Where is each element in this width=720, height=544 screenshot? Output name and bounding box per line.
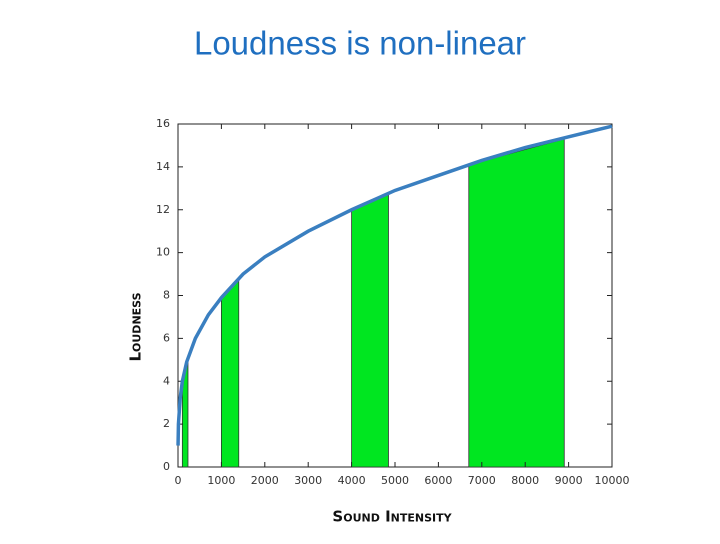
y-tick-label: 8 [163, 289, 170, 302]
x-axis-label: Sound Intensity [332, 508, 452, 526]
x-tick-label: 1000 [207, 474, 235, 487]
y-tick-label: 14 [156, 160, 170, 173]
x-tick-label: 6000 [424, 474, 452, 487]
y-tick-label: 4 [163, 374, 170, 387]
y-tick-label: 6 [163, 331, 170, 344]
shaded-area [220, 277, 240, 468]
x-tick-label: 3000 [294, 474, 322, 487]
x-tick-label: 5000 [381, 474, 409, 487]
y-tick-label: 10 [156, 246, 170, 259]
curve [176, 124, 613, 446]
y-tick-label: 16 [156, 117, 170, 130]
x-tick-label: 4000 [338, 474, 366, 487]
y-axis-label: Loudness [127, 292, 145, 361]
x-tick-label: 0 [175, 474, 182, 487]
x-tick-label: 10000 [595, 474, 630, 487]
shaded-area [468, 138, 565, 468]
x-tick-label: 9000 [555, 474, 583, 487]
x-tick-label: 7000 [468, 474, 496, 487]
shaded-area [351, 194, 389, 468]
y-tick-label: 12 [156, 203, 170, 216]
y-tick-label: 0 [163, 460, 170, 473]
x-tick-label: 8000 [511, 474, 539, 487]
y-tick-label: 2 [163, 417, 170, 430]
x-tick-label: 2000 [251, 474, 279, 487]
slide-title: Loudness is non-linear [194, 25, 526, 62]
